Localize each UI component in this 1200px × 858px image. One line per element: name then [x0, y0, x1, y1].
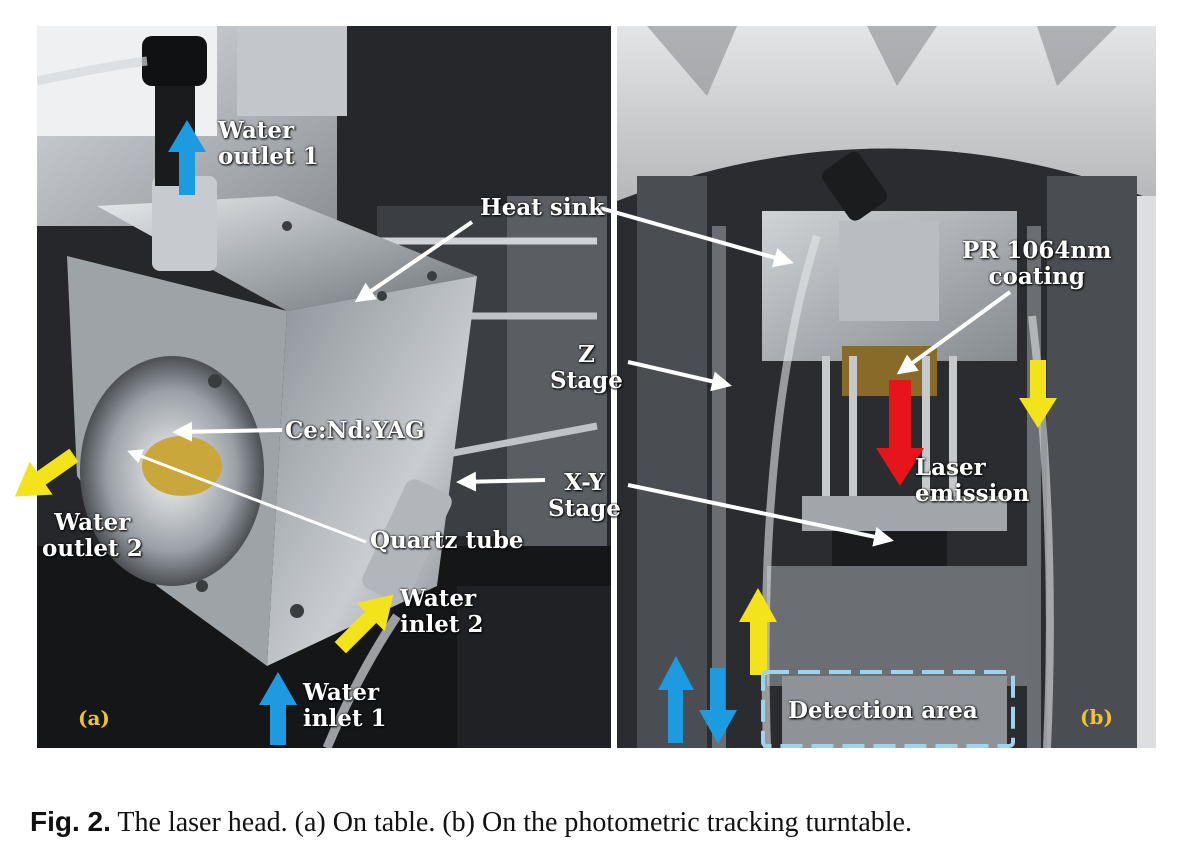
laser-emission-label: Laser emission [915, 454, 1030, 507]
figure-caption: Fig. 2. The laser head. (a) On table. (b… [30, 806, 1180, 839]
laser-emission-arrow [876, 380, 924, 486]
heat-sink-pointer-b [599, 206, 794, 268]
panel-b-outlet-blue-arrow [699, 668, 737, 744]
panel-b-outlet-yellow-arrow [1019, 360, 1057, 428]
pr-coating-label: PR 1064nm coating [962, 237, 1112, 290]
xy-stage-pointer-a [456, 471, 546, 492]
ce-nd-yag-pointer [172, 421, 283, 442]
quartz-tube-label: Quartz tube [370, 527, 524, 554]
quartz-tube-pointer [127, 449, 367, 544]
detection-area-label: Detection area [788, 697, 978, 724]
water-inlet-2-arrow [334, 594, 394, 654]
panel-b-inlet-yellow-arrow [739, 588, 777, 675]
water-outlet-2-label: Water outlet 2 [42, 509, 143, 562]
heat-sink-label: Heat sink [480, 194, 605, 221]
water-inlet-1-label: Water inlet 1 [303, 679, 387, 732]
panel-b-inlet-blue-arrow [658, 656, 694, 743]
water-inlet-2-label: Water inlet 2 [400, 585, 484, 638]
laser-head-on-turntable-photo [617, 26, 1156, 748]
detection-area-box [761, 670, 1015, 748]
panel-b-tag: (b) [1080, 705, 1113, 729]
ce-nd-yag-label: Ce:Nd:YAG [285, 417, 425, 444]
water-outlet-2-arrow [14, 448, 79, 497]
caption-text: The laser head. (a) On table. (b) On the… [117, 807, 912, 838]
z-stage-pointer [627, 360, 732, 392]
panel-a-tag: (a) [78, 706, 110, 730]
photo-panel-b [617, 26, 1156, 748]
xy-stage-label: X-Y Stage [548, 469, 621, 522]
water-outlet-1-label: Water outlet 1 [218, 117, 319, 170]
figure-number: Fig. 2. [30, 806, 111, 837]
pr-coating-pointer [896, 290, 1012, 375]
xy-stage-pointer-b [627, 483, 894, 547]
z-stage-label: Z Stage [550, 341, 623, 394]
water-outlet-1-arrow [168, 120, 206, 195]
water-inlet-1-arrow [259, 672, 297, 745]
heat-sink-pointer-a [354, 220, 474, 303]
